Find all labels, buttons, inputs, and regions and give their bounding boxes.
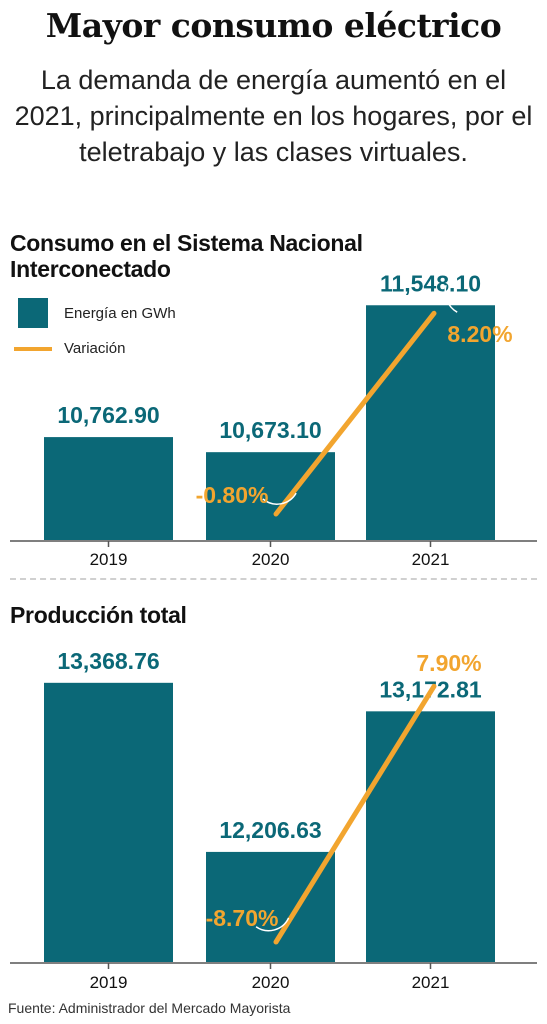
bar-2021 (366, 711, 495, 962)
bar-value-label-2020: 10,673.10 (219, 417, 321, 443)
variation-arc-2020 (262, 492, 297, 505)
source-note: Fuente: Administrador del Mercado Mayori… (8, 1000, 291, 1016)
variation-arc-2021 (444, 285, 458, 313)
variation-arc-2020 (255, 917, 290, 932)
variation-label-2021: 7.90% (416, 650, 481, 676)
legend-label-variation: Variación (64, 340, 126, 357)
chart2-title: Producción total (10, 602, 187, 628)
chart1-title: Consumo en el Sistema Nacional Intercone… (10, 230, 363, 282)
legend-swatch-line (14, 346, 52, 351)
bar-2019 (44, 682, 173, 962)
bar-2019 (44, 437, 173, 540)
bar-value-label-2019: 10,762.90 (57, 402, 159, 428)
page-subtitle: La demanda de energía aumentó en el 2021… (14, 65, 533, 167)
variation-label-2020: -0.80% (196, 482, 269, 508)
x-tick-label-2020: 2020 (252, 550, 290, 569)
legend-label-energy: Energía en GWh (64, 304, 176, 322)
legend-item-variation: Variación (14, 340, 126, 357)
chart-consumo: 10,762.90 10,673.10 11,548.10 2019 2020 2021 -… (10, 270, 537, 569)
x-tick-label-2019: 2019 (90, 550, 128, 569)
legend-item-energy: Energía en GWh (18, 298, 176, 328)
section-divider (10, 578, 537, 580)
bar-value-label-2019: 13,368.76 (57, 648, 159, 674)
x-tick-label-2020: 2020 (252, 973, 290, 992)
bar-2020 (206, 851, 335, 962)
x-tick-label-2019: 2019 (90, 973, 128, 992)
x-tick-label-2021: 2021 (412, 550, 450, 569)
page-title: Mayor consumo eléctrico (45, 6, 502, 45)
x-tick-label-2021: 2021 (412, 973, 450, 992)
variation-line (273, 683, 437, 945)
bar-2021 (366, 305, 495, 540)
bar-value-label-2020: 12,206.63 (219, 817, 321, 843)
variation-line (273, 310, 437, 517)
variation-label-2021: 8.20% (447, 321, 512, 347)
variation-label-2020: -8.70% (206, 905, 279, 931)
legend-swatch-bar (18, 298, 48, 328)
bar-value-label-2021: 11,548.10 (380, 270, 481, 296)
